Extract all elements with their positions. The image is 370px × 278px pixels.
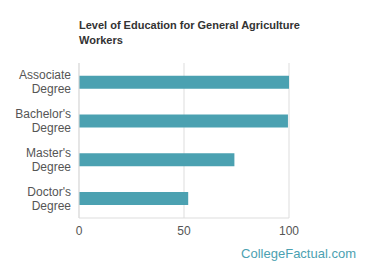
svg-text:100: 100 <box>279 224 299 238</box>
html-text:CollegeFactual.com: CollegeFactual.com <box>241 246 356 261</box>
svg-text:0: 0 <box>76 224 83 238</box>
svg-text:Doctor'sDegree: Doctor'sDegree <box>27 185 71 213</box>
html-text:Level of Education for General: Level of Education for General Agricultu… <box>79 19 300 46</box>
svg-text:Bachelor'sDegree: Bachelor'sDegree <box>15 107 71 135</box>
svg-text:50: 50 <box>177 224 191 238</box>
svg-text:AssociateDegree: AssociateDegree <box>19 68 71 96</box>
svg-text:Master'sDegree: Master'sDegree <box>26 146 71 174</box>
